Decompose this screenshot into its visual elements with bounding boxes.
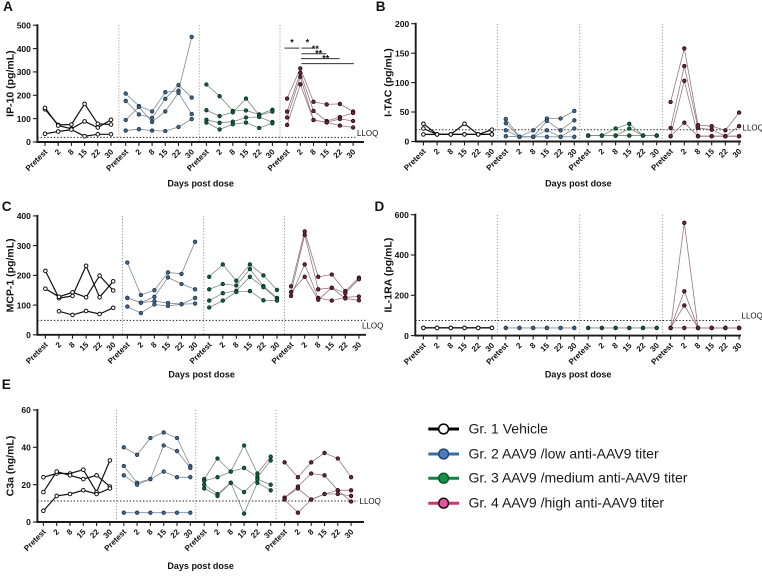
svg-text:400: 400 xyxy=(17,211,31,221)
svg-text:100: 100 xyxy=(395,78,409,88)
svg-text:Gr. 2 AAV9 /low anti-AAV9 tite: Gr. 2 AAV9 /low anti-AAV9 titer xyxy=(469,445,659,461)
svg-text:0: 0 xyxy=(404,331,409,341)
svg-text:500: 500 xyxy=(17,20,31,30)
svg-text:Days post dose: Days post dose xyxy=(545,179,612,189)
svg-text:0: 0 xyxy=(404,137,409,147)
svg-text:**: ** xyxy=(322,54,330,64)
svg-text:LLOQ: LLOQ xyxy=(742,312,762,321)
svg-text:C: C xyxy=(2,199,12,214)
svg-text:50: 50 xyxy=(400,107,410,117)
svg-text:LLOQ: LLOQ xyxy=(357,129,378,138)
svg-text:Gr. 4 AAV9 /high anti-AAV9 tit: Gr. 4 AAV9 /high anti-AAV9 titer xyxy=(469,495,665,511)
svg-text:D: D xyxy=(375,199,385,214)
svg-text:IL-1RA (pg/mL): IL-1RA (pg/mL) xyxy=(383,238,395,313)
svg-text:Days post dose: Days post dose xyxy=(545,370,612,380)
svg-text:B: B xyxy=(376,0,386,14)
svg-text:100: 100 xyxy=(17,114,31,124)
svg-text:200: 200 xyxy=(17,271,31,281)
svg-text:*: * xyxy=(306,38,310,48)
svg-text:60: 60 xyxy=(21,405,31,415)
svg-text:E: E xyxy=(2,377,11,392)
svg-text:40: 40 xyxy=(21,443,31,453)
svg-text:Gr. 3 AAV9 /medium anti-AAV9 t: Gr. 3 AAV9 /medium anti-AAV9 titer xyxy=(469,470,688,486)
svg-text:200: 200 xyxy=(395,19,409,29)
svg-text:600: 600 xyxy=(395,210,409,220)
svg-text:LLOQ: LLOQ xyxy=(362,321,383,330)
svg-text:0: 0 xyxy=(26,137,31,147)
svg-text:*: * xyxy=(290,38,294,48)
svg-text:MCP-1 (pg/mL): MCP-1 (pg/mL) xyxy=(5,238,17,312)
svg-text:200: 200 xyxy=(17,91,31,101)
svg-text:400: 400 xyxy=(17,44,31,54)
svg-text:0: 0 xyxy=(26,517,31,527)
svg-text:100: 100 xyxy=(17,300,31,310)
svg-text:I-TAC (pg/mL): I-TAC (pg/mL) xyxy=(383,48,395,117)
svg-text:200: 200 xyxy=(395,291,409,301)
svg-text:300: 300 xyxy=(17,67,31,77)
svg-text:150: 150 xyxy=(395,48,409,58)
svg-text:0: 0 xyxy=(26,330,31,340)
svg-text:Days post dose: Days post dose xyxy=(167,561,234,571)
svg-text:LLOQ: LLOQ xyxy=(360,497,381,506)
svg-text:C3a (ng/mL): C3a (ng/mL) xyxy=(5,436,17,497)
svg-text:Gr. 1 Vehicle: Gr. 1 Vehicle xyxy=(469,420,549,436)
svg-text:300: 300 xyxy=(17,241,31,251)
svg-text:A: A xyxy=(3,0,13,14)
svg-text:Days post dose: Days post dose xyxy=(168,370,235,380)
svg-text:LLOQ: LLOQ xyxy=(743,123,762,132)
svg-text:20: 20 xyxy=(21,480,31,490)
svg-text:400: 400 xyxy=(395,250,409,260)
svg-text:Days post dose: Days post dose xyxy=(167,179,234,189)
svg-text:IP-10 (pg/mL): IP-10 (pg/mL) xyxy=(5,50,17,117)
